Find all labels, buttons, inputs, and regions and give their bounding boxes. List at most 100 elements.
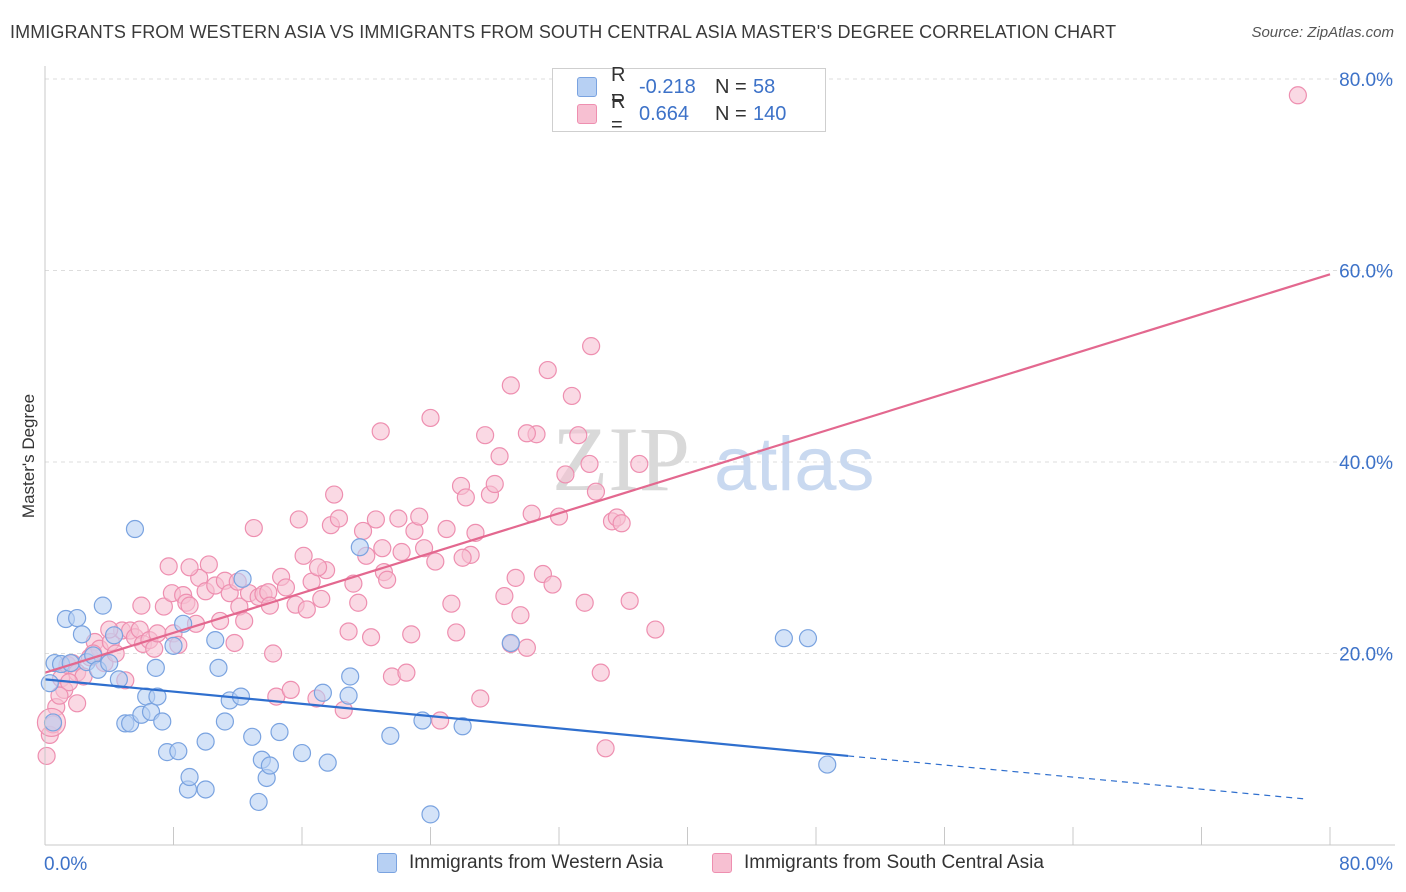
data-point [297,600,316,619]
data-point [471,689,490,708]
watermark: ZIP atlas [552,408,875,510]
series-legend: Immigrants from Western Asia Immigrants … [0,852,1406,878]
series-swatch-pink [712,853,732,873]
data-point [37,746,56,766]
data-point [339,622,358,641]
data-point [100,653,119,673]
data-point [569,426,588,445]
data-point [148,687,167,706]
legend-n-value: 140 [753,102,787,125]
data-point [646,620,665,639]
data-point [612,514,631,533]
data-point [125,519,145,539]
data-point [591,663,610,682]
data-point [249,792,268,812]
legend-r-value: -0.218 [639,75,696,98]
data-point [517,638,536,657]
data-point [575,593,594,612]
data-point [145,639,164,658]
data-point [371,422,390,441]
data-point [580,454,599,474]
data-point [93,596,112,615]
data-point [630,454,649,474]
data-point [511,606,530,625]
y-tick-label: 60.0% [1339,262,1393,283]
data-point [495,586,514,606]
data-point [366,510,385,529]
data-point [447,623,466,642]
trend-line-western-asia-extension [848,755,1306,800]
legend-r-value: 0.664 [639,102,690,125]
data-point [292,743,312,763]
data-point [329,509,349,528]
data-point [341,667,360,686]
data-point [490,447,509,466]
data-point [431,711,450,730]
data-point [312,589,331,609]
data-point [350,538,369,557]
data-point [476,426,495,445]
data-point [421,805,440,824]
watermark-atlas: atlas [714,422,875,507]
data-point [180,767,199,787]
trend-layer [44,273,1331,800]
data-point [235,611,254,631]
data-point [104,626,124,645]
data-point [556,465,575,484]
data-point [437,519,456,539]
axis-layer: 20.0% 40.0% 60.0% 80.0% 0.0% 80.0% [44,66,1395,875]
data-point [517,424,536,443]
data-point [109,670,128,689]
data-point [196,780,215,799]
legend-n-label: N = [715,102,747,125]
y-axis-label: Master's Degree [19,394,38,518]
data-point [453,548,472,567]
data-point [421,408,440,428]
source-label: Source: ZipAtlas.com [1251,24,1394,41]
trend-line-south-central-asia [44,273,1331,674]
data-point [159,557,178,576]
data-point [501,633,520,653]
data-point [410,507,429,526]
data-point [270,722,289,742]
legend-row-western-asia: R = -0.218 N = 58 [577,64,775,109]
data-point [199,555,218,574]
data-point [774,629,793,648]
series-swatch-blue [377,853,397,873]
data-point [153,712,172,731]
data-point [169,742,188,761]
data-point [361,628,381,647]
data-point [397,663,416,682]
legend-r-label: R = [611,64,626,109]
data-point [453,717,472,736]
data-point [209,658,228,677]
data-point [414,539,434,558]
data-point [43,713,63,732]
data-point [164,636,183,655]
series-western-asia [40,519,837,824]
data-point [392,542,411,562]
y-tick-label: 80.0% [1339,70,1393,91]
data-point [313,683,332,702]
data-point [294,546,313,565]
series-legend-label: Immigrants from South Central Asia [744,852,1044,873]
data-point [426,552,445,571]
data-point [68,694,87,713]
data-point [596,739,615,758]
data-point [243,727,262,746]
data-point [373,539,392,558]
legend-swatch-blue [577,77,597,97]
legend-row-south-central-asia: R = 0.664 N = 140 [577,91,787,136]
data-point [389,509,408,528]
legend-swatch-pink [577,104,597,124]
data-point [233,569,252,588]
data-point [206,630,225,650]
data-point [180,596,199,615]
data-point [318,753,337,772]
series-legend-label: Immigrants from Western Asia [409,852,664,873]
data-point [215,712,234,731]
data-point [146,658,165,677]
data-point [485,474,504,494]
data-point [260,756,279,775]
